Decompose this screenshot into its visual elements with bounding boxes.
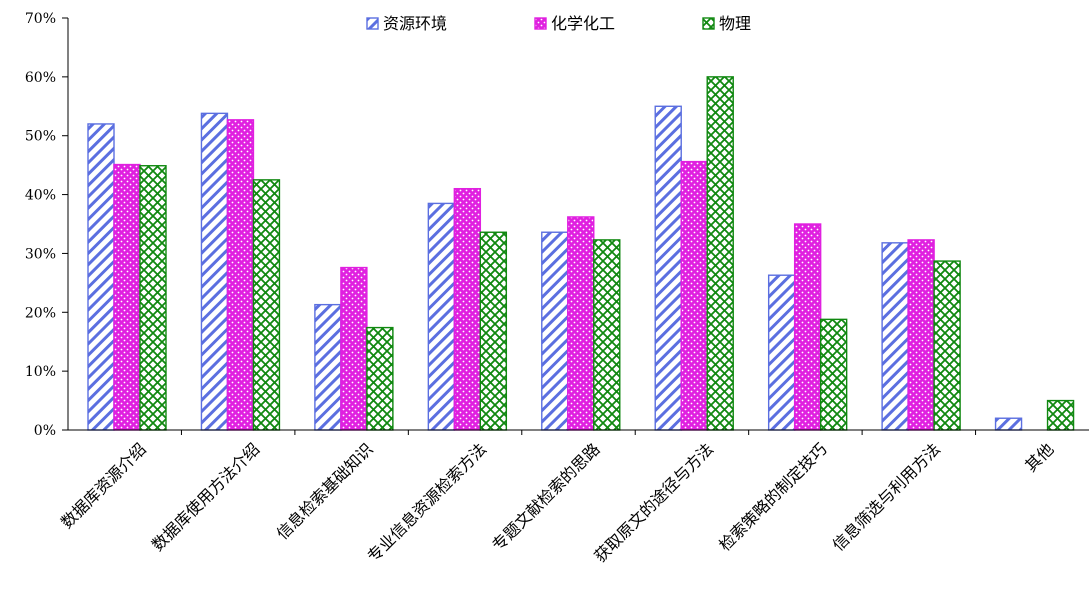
bar-7-2 (793, 223, 822, 431)
legend-label: 资源环境 (383, 14, 447, 33)
y-tick-label: 20% (25, 305, 56, 321)
bar-3-2 (340, 266, 368, 431)
y-axis: 0% 10% 20% 30% 40% 50% 60% 70% (25, 11, 69, 439)
bar-7-3 (819, 318, 848, 431)
y-tick-label: 30% (25, 246, 56, 262)
bar-1-1 (87, 123, 115, 431)
legend-swatch (366, 17, 379, 30)
bar-7-1 (767, 274, 796, 431)
bars (87, 76, 1075, 431)
legend-label: 化学化工 (551, 14, 615, 33)
bar-2-2 (226, 119, 255, 431)
bar-6-1 (654, 105, 682, 431)
legend-swatch (534, 17, 547, 30)
bar-2-1 (200, 112, 229, 431)
bar-5-3 (593, 239, 621, 431)
bar-4-1 (427, 202, 456, 431)
bar-9-3 (1046, 399, 1075, 431)
legend-swatch (702, 17, 715, 30)
bar-8-2 (907, 239, 935, 431)
bar-6-2 (680, 160, 708, 431)
x-category-label: 信息筛选与利用方法 (829, 439, 944, 554)
bar-1-2 (113, 163, 141, 431)
x-category-label: 专业信息资源检索方法 (364, 439, 491, 566)
legend-label: 物理 (719, 14, 751, 33)
x-category-label: 其他 (1021, 439, 1057, 475)
x-category-label: 数据库资源介绍 (57, 439, 150, 532)
x-category-label: 专题文献检索的思路 (488, 439, 603, 554)
x-category-label: 获取原文的途径与方法 (590, 439, 717, 566)
x-category-label: 信息检索基础知识 (273, 439, 377, 543)
bar-5-2 (567, 216, 595, 431)
legend: 资源环境 化学化工 物理 (366, 14, 751, 33)
bar-4-2 (453, 187, 482, 431)
y-tick-label: 40% (25, 188, 56, 204)
y-tick-label: 70% (25, 11, 56, 27)
bar-6-3 (706, 76, 734, 431)
y-tick-label: 60% (25, 70, 56, 86)
bar-9-1 (994, 417, 1023, 431)
bar-2-3 (252, 179, 281, 431)
bar-3-1 (314, 303, 342, 431)
bar-1-3 (139, 165, 167, 431)
bar-8-3 (933, 260, 961, 431)
x-category-label: 检索策略的制定技巧 (715, 439, 830, 554)
x-category-label: 数据库使用方法介绍 (148, 439, 263, 554)
y-tick-label: 10% (25, 364, 56, 380)
y-tick-label: 0% (34, 423, 56, 439)
bar-3-3 (366, 326, 394, 431)
bar-5-1 (541, 231, 569, 431)
bar-8-1 (881, 242, 909, 431)
bar-4-3 (479, 231, 508, 431)
y-tick-label: 50% (25, 129, 56, 145)
